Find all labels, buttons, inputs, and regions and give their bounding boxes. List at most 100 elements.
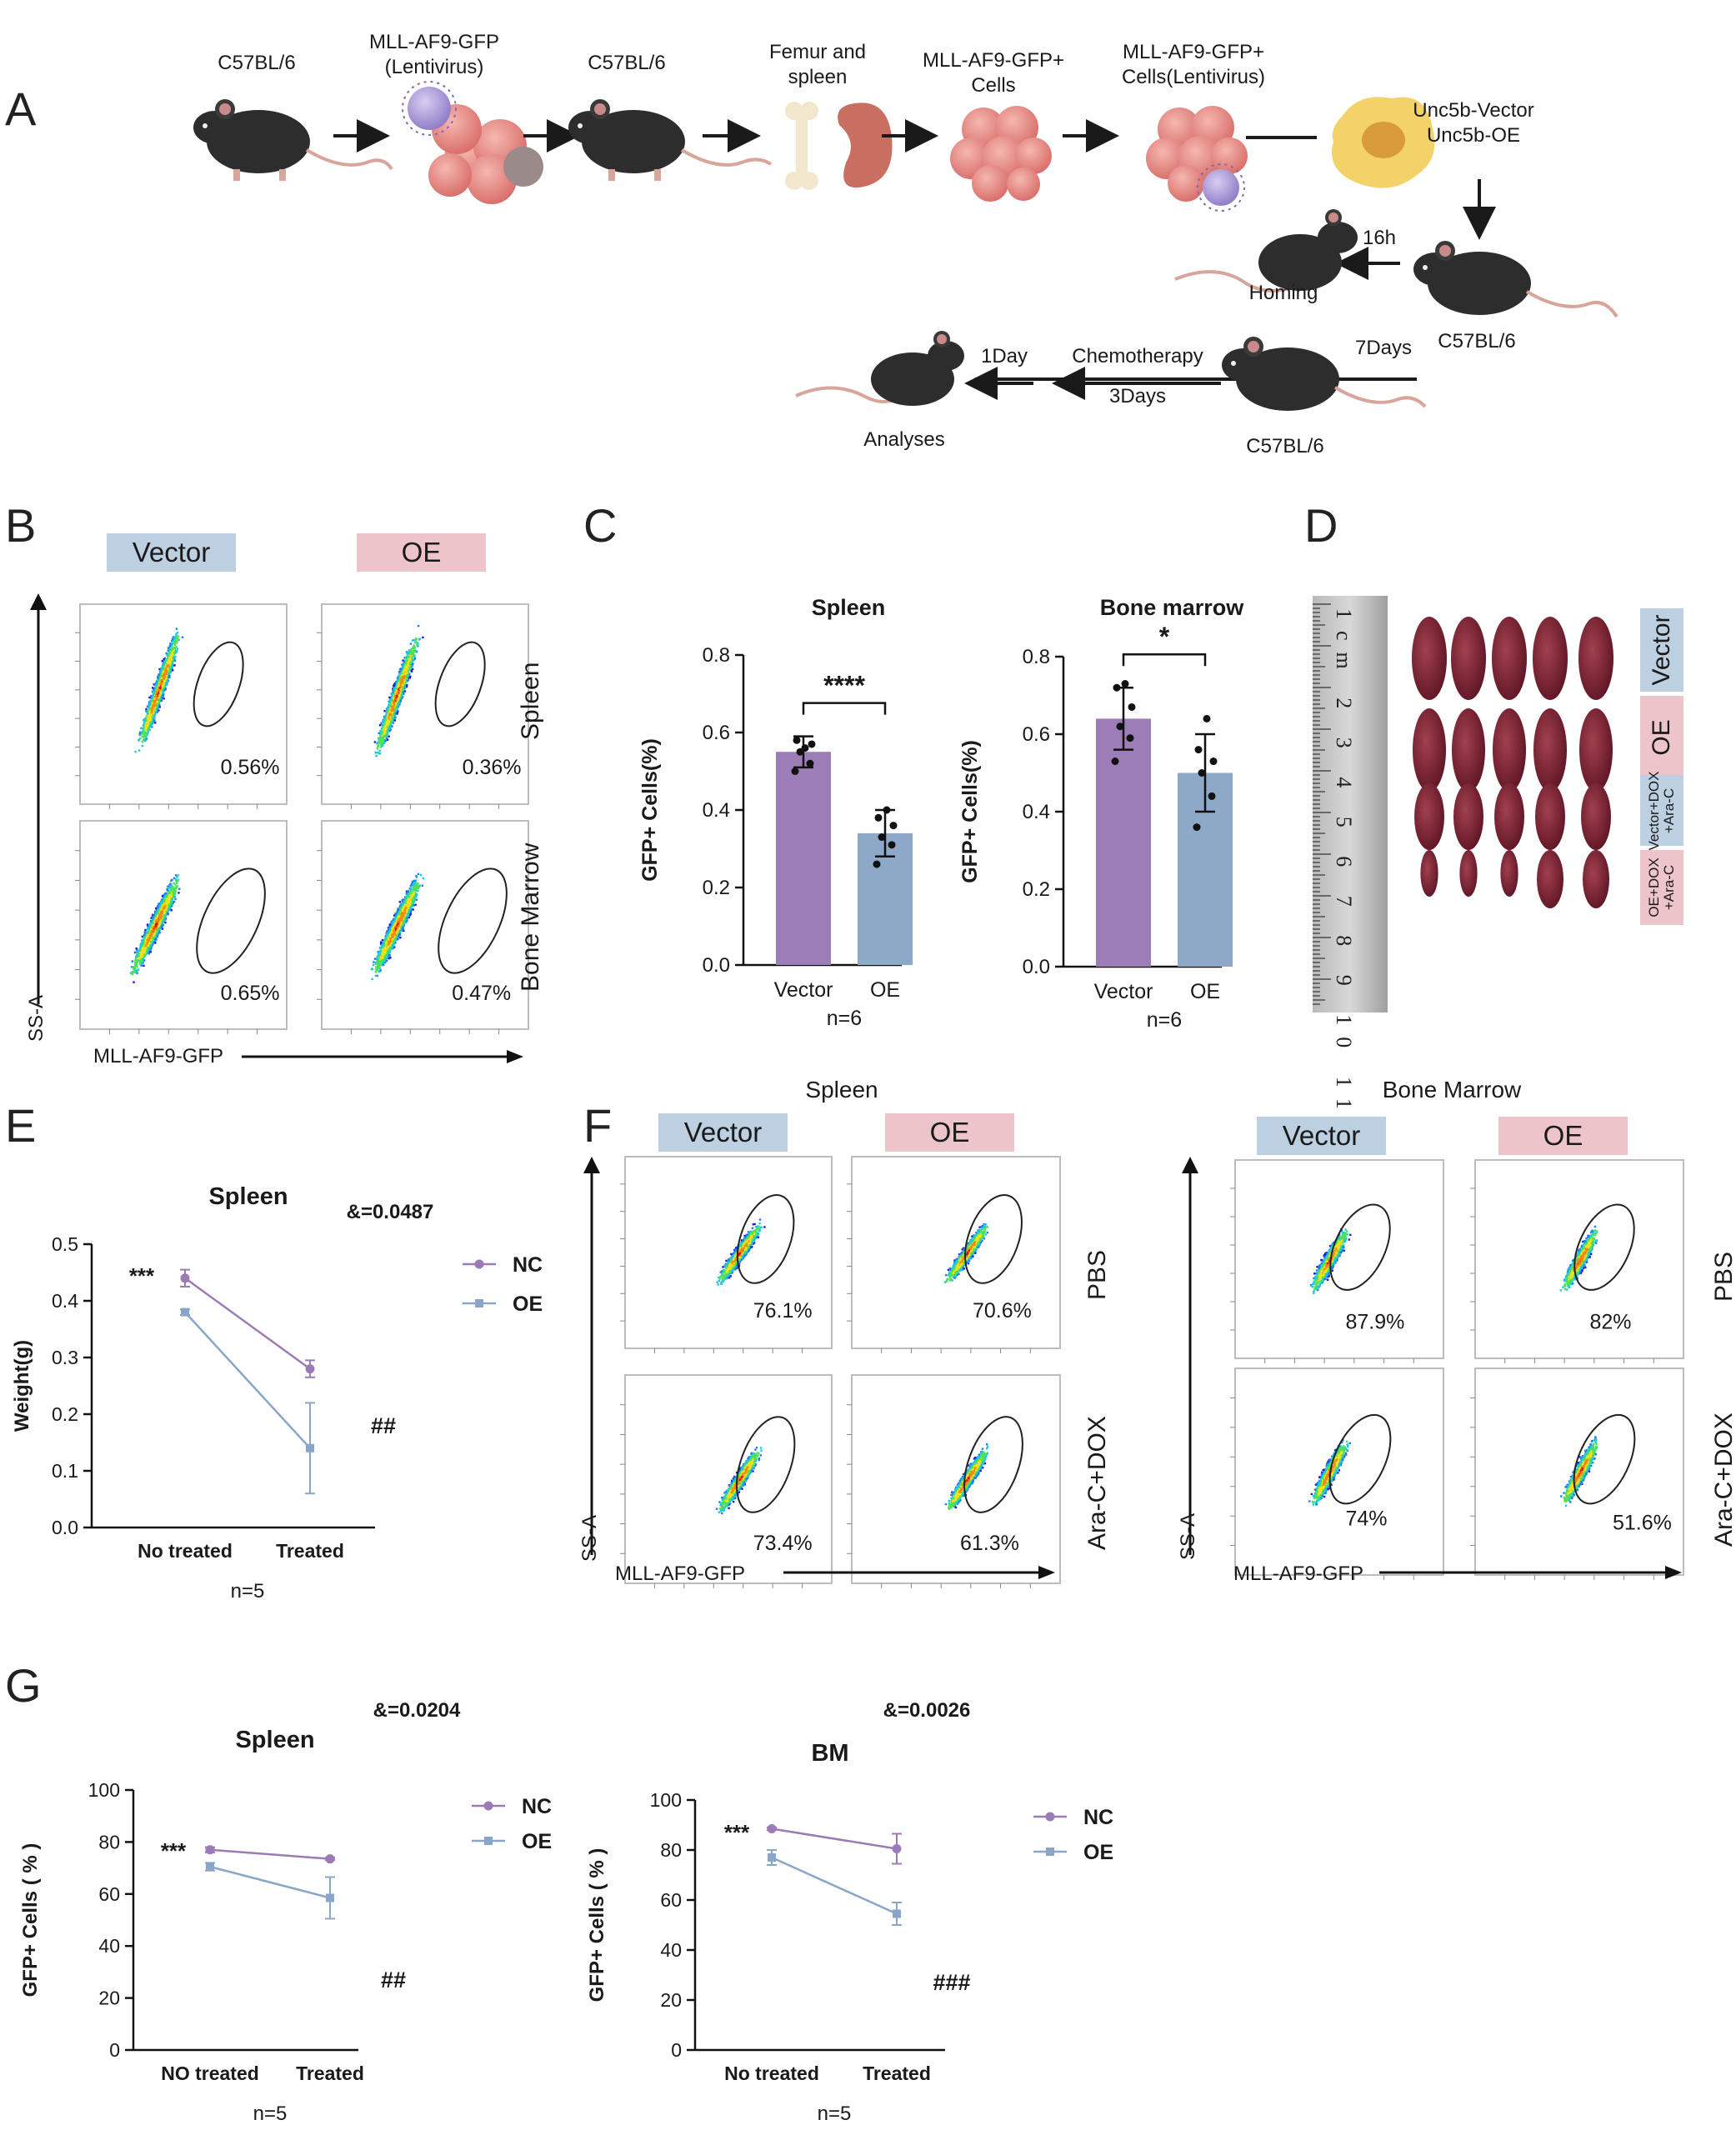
legend-label-nc: NC: [513, 1253, 543, 1277]
spleen-r4-c3: [1500, 850, 1518, 897]
x-tick-label: No treated: [724, 2062, 819, 2084]
lentivirus-cells-icon: [403, 82, 543, 204]
data-point-oe: [326, 1893, 334, 1902]
y-tick-label: 0.4: [703, 799, 730, 822]
y-tick-label: 80: [660, 1839, 682, 1861]
series-line-nc: [210, 1850, 330, 1859]
interaction-marker: ##: [381, 1968, 406, 1992]
y-tick-label: 0.4: [1023, 801, 1050, 823]
y-axis-label: GFP+ Cells ( % ): [19, 1843, 42, 1998]
panel-b-flow: Vector OE 0.56%0.36%0.65%0.47% Spleen Bo…: [0, 517, 583, 1083]
data-point: [875, 814, 883, 822]
label-7days: 7Days: [1355, 337, 1412, 360]
spleen-r2-c1: [1413, 708, 1446, 792]
spleen-r4-c5: [1583, 850, 1609, 908]
data-point-oe: [306, 1444, 314, 1452]
chart-title: Bone marrow: [1100, 595, 1245, 620]
spleen-r3-c1: [1414, 783, 1444, 850]
label-1day: 1Day: [981, 345, 1028, 368]
y-tick-label: 0.1: [52, 1460, 78, 1482]
legend-label-nc: NC: [1083, 1806, 1113, 1829]
label-3days: 3Days: [1109, 385, 1166, 408]
axis-label-gfp-b: MLL-AF9-GFP: [93, 1045, 223, 1068]
significance-marker: ***: [161, 1838, 187, 1863]
mouse-icon-analyses: [796, 331, 964, 406]
data-point-oe: [893, 1910, 901, 1918]
data-point: [808, 740, 816, 748]
legend-marker: [1046, 1848, 1054, 1856]
gfp-cells-lentivirus-icon: [1146, 106, 1248, 211]
label-cells-virus: MLL-AF9-GFP+ Cells(Lentivirus): [1122, 40, 1265, 90]
series-line-nc: [772, 1829, 897, 1849]
label-mouse-3: C57BL/6: [1438, 330, 1515, 353]
x-tick-label: Vector: [1094, 980, 1153, 1003]
chart-title: BM: [811, 1740, 848, 1767]
bar-vector: [1096, 718, 1151, 967]
axis-label-gfp-f1: MLL-AF9-GFP: [615, 1562, 745, 1586]
chart-title: Spleen: [235, 1727, 314, 1753]
legend-marker: [484, 1837, 493, 1845]
significance-marker: ***: [129, 1263, 155, 1288]
axis-label-gfp-f2: MLL-AF9-GFP: [1233, 1562, 1363, 1586]
panel-f-flow: Spleen Bone Marrow Vector OE Vector OE 7…: [575, 1067, 1736, 1617]
label-organs: Femur and spleen: [769, 40, 866, 90]
y-tick-label: 0.5: [52, 1233, 78, 1255]
data-point: [807, 760, 814, 768]
data-point: [1195, 746, 1203, 753]
spleen-r1-c4: [1533, 617, 1568, 700]
axis-label-ssa-f1: SS-A: [578, 1515, 602, 1562]
y-tick-label: 0.0: [52, 1517, 78, 1538]
axis-label-ssa-f2: SS-A: [1177, 1513, 1200, 1560]
label-homing: Homing: [1249, 282, 1318, 305]
y-tick-label: 40: [660, 1939, 682, 1961]
data-point: [1203, 715, 1211, 722]
p-value-annotation: &=0.0204: [373, 1699, 461, 1722]
n-label: n=5: [231, 1580, 265, 1602]
legend-label-oe: OE: [513, 1292, 543, 1316]
n-label: n=6: [1147, 1008, 1182, 1032]
spleen-group-label-1: Vector: [1640, 608, 1683, 692]
spleen-r2-c5: [1579, 708, 1613, 792]
y-tick-label: 60: [660, 1889, 682, 1911]
series-line-oe: [210, 1867, 330, 1898]
data-point: [878, 833, 886, 841]
data-point: [1210, 758, 1218, 765]
axes-b: [0, 517, 583, 1083]
spleen-group-label-3: Vector+DOX +Ara-C: [1640, 775, 1683, 846]
y-axis-label: GFP+ Cells(%): [638, 738, 662, 882]
legend-label-nc: NC: [522, 1795, 552, 1818]
x-tick-label: Treated: [276, 1540, 344, 1562]
y-axis-label: Weight(g): [11, 1340, 33, 1432]
significance-marker: ***: [724, 1820, 750, 1845]
spleen-r1-c3: [1492, 617, 1527, 700]
x-tick-label: Vector: [774, 978, 833, 1002]
spleen-r4-c1: [1420, 850, 1438, 897]
label-analyses: Analyses: [863, 428, 944, 452]
spleen-r4-c2: [1459, 850, 1477, 897]
y-tick-label: 0.2: [52, 1403, 78, 1425]
spleen-r2-c4: [1533, 708, 1567, 792]
data-point: [1112, 758, 1119, 765]
label-chemotherapy: Chemotherapy: [1072, 345, 1203, 368]
mouse-icon-1: [193, 99, 392, 181]
mouse-icon-2: [568, 99, 771, 181]
data-point: [890, 822, 898, 829]
spleen-r3-c5: [1581, 783, 1611, 850]
x-tick-label: Treated: [863, 2062, 931, 2084]
x-tick-label: NO treated: [161, 2062, 259, 2084]
y-tick-label: 80: [98, 1831, 120, 1852]
y-tick-label: 0: [109, 2039, 120, 2061]
data-point: [1113, 684, 1121, 692]
data-point-nc: [326, 1854, 335, 1863]
panel-label-e: E: [5, 1098, 36, 1152]
chart-title: Spleen: [208, 1183, 288, 1210]
spleen-r3-c4: [1535, 783, 1565, 850]
data-point: [792, 768, 799, 775]
p-value-annotation: &=0.0026: [883, 1699, 971, 1722]
label-mouse-4: C57BL/6: [1246, 435, 1323, 458]
data-point: [793, 737, 801, 744]
y-tick-label: 0.8: [703, 644, 730, 667]
data-point-nc: [206, 1845, 215, 1854]
